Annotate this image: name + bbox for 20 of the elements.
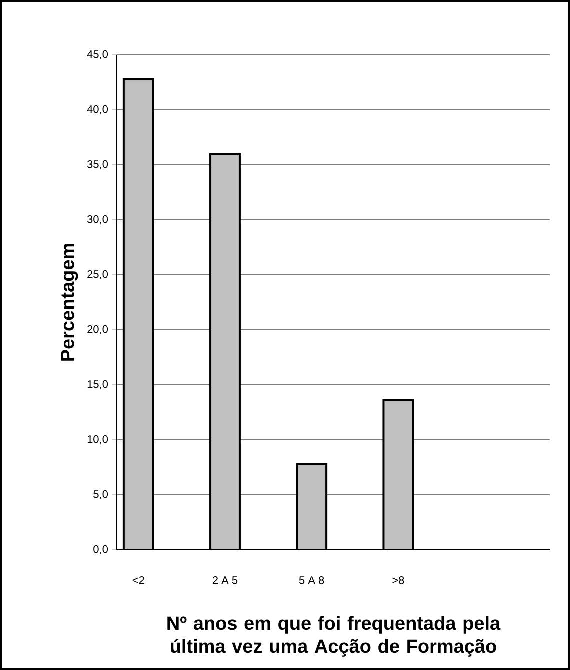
bar — [382, 399, 414, 550]
y-tick-label: 15,0 — [88, 380, 108, 390]
y-tick-label: 10,0 — [88, 435, 108, 445]
x-tick-label: 2 A 5 — [212, 576, 238, 584]
x-tick-label: >8 — [392, 576, 404, 584]
x-axis-title: Nº anos em que foi frequentada pela última vez uma Acção de Formação — [168, 616, 501, 657]
y-tick-label: 30,0 — [87, 215, 108, 225]
y-tick-label: 25,0 — [88, 270, 108, 280]
x-tick-label: <2 — [132, 576, 144, 584]
bar — [296, 463, 328, 550]
y-tick-label: 20,0 — [88, 325, 108, 335]
bar — [210, 153, 241, 550]
bar — [122, 78, 154, 550]
y-tick-label: 45,0 — [87, 50, 108, 60]
y-tick-label: 5,0 — [94, 490, 108, 500]
x-tick-label: 5 A 8 — [299, 576, 324, 584]
y-tick-label: 40,0 — [87, 105, 108, 115]
y-tick-label: 35,0 — [87, 160, 108, 170]
y-axis-title: Percentagem — [61, 244, 78, 361]
y-tick-label: 0,0 — [94, 545, 108, 555]
